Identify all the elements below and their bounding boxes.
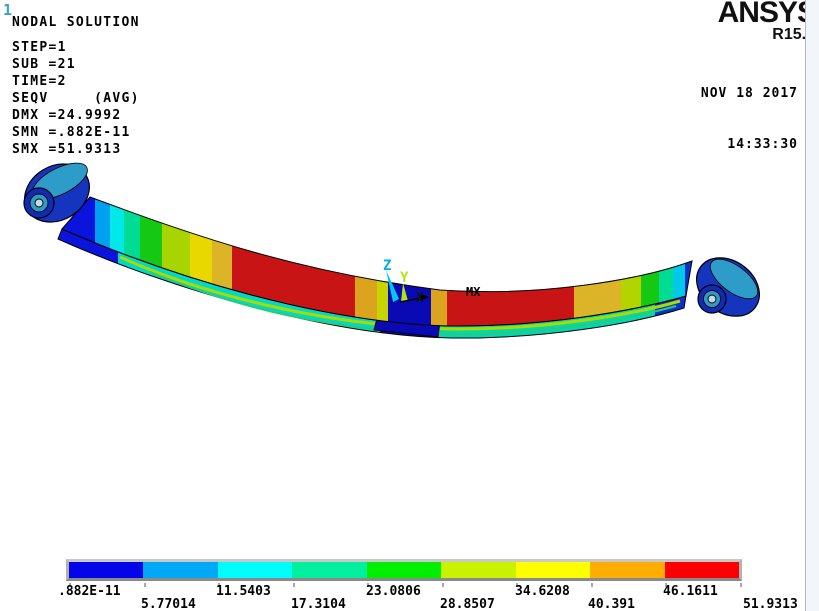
- window-edge-strip: [805, 0, 819, 611]
- max-stress-marker: MX: [466, 285, 481, 299]
- legend-value: 51.9313: [743, 597, 798, 611]
- legend-tick: [144, 583, 146, 587]
- time-text: 14:33:30: [727, 137, 798, 152]
- legend-tick: [665, 583, 667, 587]
- legend-segment: [515, 562, 591, 578]
- legend-value: 23.0806: [366, 584, 421, 599]
- triad-y-label: Y: [400, 270, 409, 286]
- annotation-line: SMX =51.9313: [12, 142, 122, 157]
- annotation-line: SEQV (AVG): [12, 91, 140, 106]
- side-stripe-upper: [119, 255, 681, 331]
- plot-number: 1: [3, 1, 13, 19]
- annotation-line: SMN =.882E-11: [12, 125, 131, 140]
- legend-segment: [292, 562, 367, 578]
- legend-tick: [442, 583, 444, 587]
- legend-segment: [441, 562, 516, 578]
- legend-segment: [590, 562, 665, 578]
- ansys-version-label: R15.0: [772, 26, 815, 43]
- legend-tick: [218, 583, 220, 587]
- triad: Z Y X: [383, 258, 429, 306]
- triad-x-axis: [399, 297, 422, 303]
- annotation-line: SUB =21: [12, 57, 76, 72]
- annotation-line: DMX =24.9992: [12, 108, 122, 123]
- legend-segment: [366, 562, 442, 578]
- legend-tick: [367, 583, 369, 587]
- legend-value: 40.391: [588, 597, 635, 611]
- date-text: NOV 18 2017: [700, 86, 798, 101]
- left-eye: [23, 162, 90, 223]
- legend-value: 11.5403: [216, 584, 271, 599]
- triad-x-label: X: [416, 291, 424, 306]
- ansys-logo: ANSYS: [717, 0, 817, 29]
- legend-tick: [293, 583, 295, 587]
- legend-value: .882E-11: [58, 584, 121, 599]
- datetime-block: NOV 18 2017 14:33:30: [701, 51, 798, 187]
- legend-labels: .882E-11 5.77014 11.5403 17.3104 23.0806…: [0, 584, 819, 611]
- leaf-spring-top-surface: [61, 196, 693, 327]
- annotation-line: TIME=2: [12, 74, 67, 89]
- triad-y-arrow: [401, 283, 408, 302]
- legend-value: 5.77014: [141, 597, 196, 611]
- legend-value: 28.8507: [440, 597, 495, 611]
- legend-tick: [591, 583, 593, 587]
- side-stripe-lower: [149, 271, 677, 336]
- legend-tick: [740, 583, 742, 587]
- annotation-line: STEP=1: [12, 40, 67, 55]
- legend-segment: [664, 562, 739, 578]
- annotation-line: NODAL SOLUTION: [12, 15, 140, 30]
- legend-segment: [143, 562, 218, 578]
- triad-z-label: Z: [383, 258, 391, 274]
- legend-value: 46.1611: [663, 584, 718, 599]
- legend-value: 34.6208: [515, 584, 570, 599]
- legend-value: 17.3104: [291, 597, 346, 611]
- right-eye: [696, 257, 760, 317]
- legend-tick: [69, 583, 71, 587]
- legend-segment: [217, 562, 293, 578]
- solution-info-block: NODAL SOLUTION STEP=1 SUB =21 TIME=2 SEQ…: [12, 0, 272, 170]
- legend-tick: [516, 583, 518, 587]
- triad-x-arrow: [420, 294, 429, 301]
- legend-segment: [69, 562, 144, 578]
- stress-legend-bar: [66, 559, 742, 581]
- triad-z-arrow: [386, 270, 399, 302]
